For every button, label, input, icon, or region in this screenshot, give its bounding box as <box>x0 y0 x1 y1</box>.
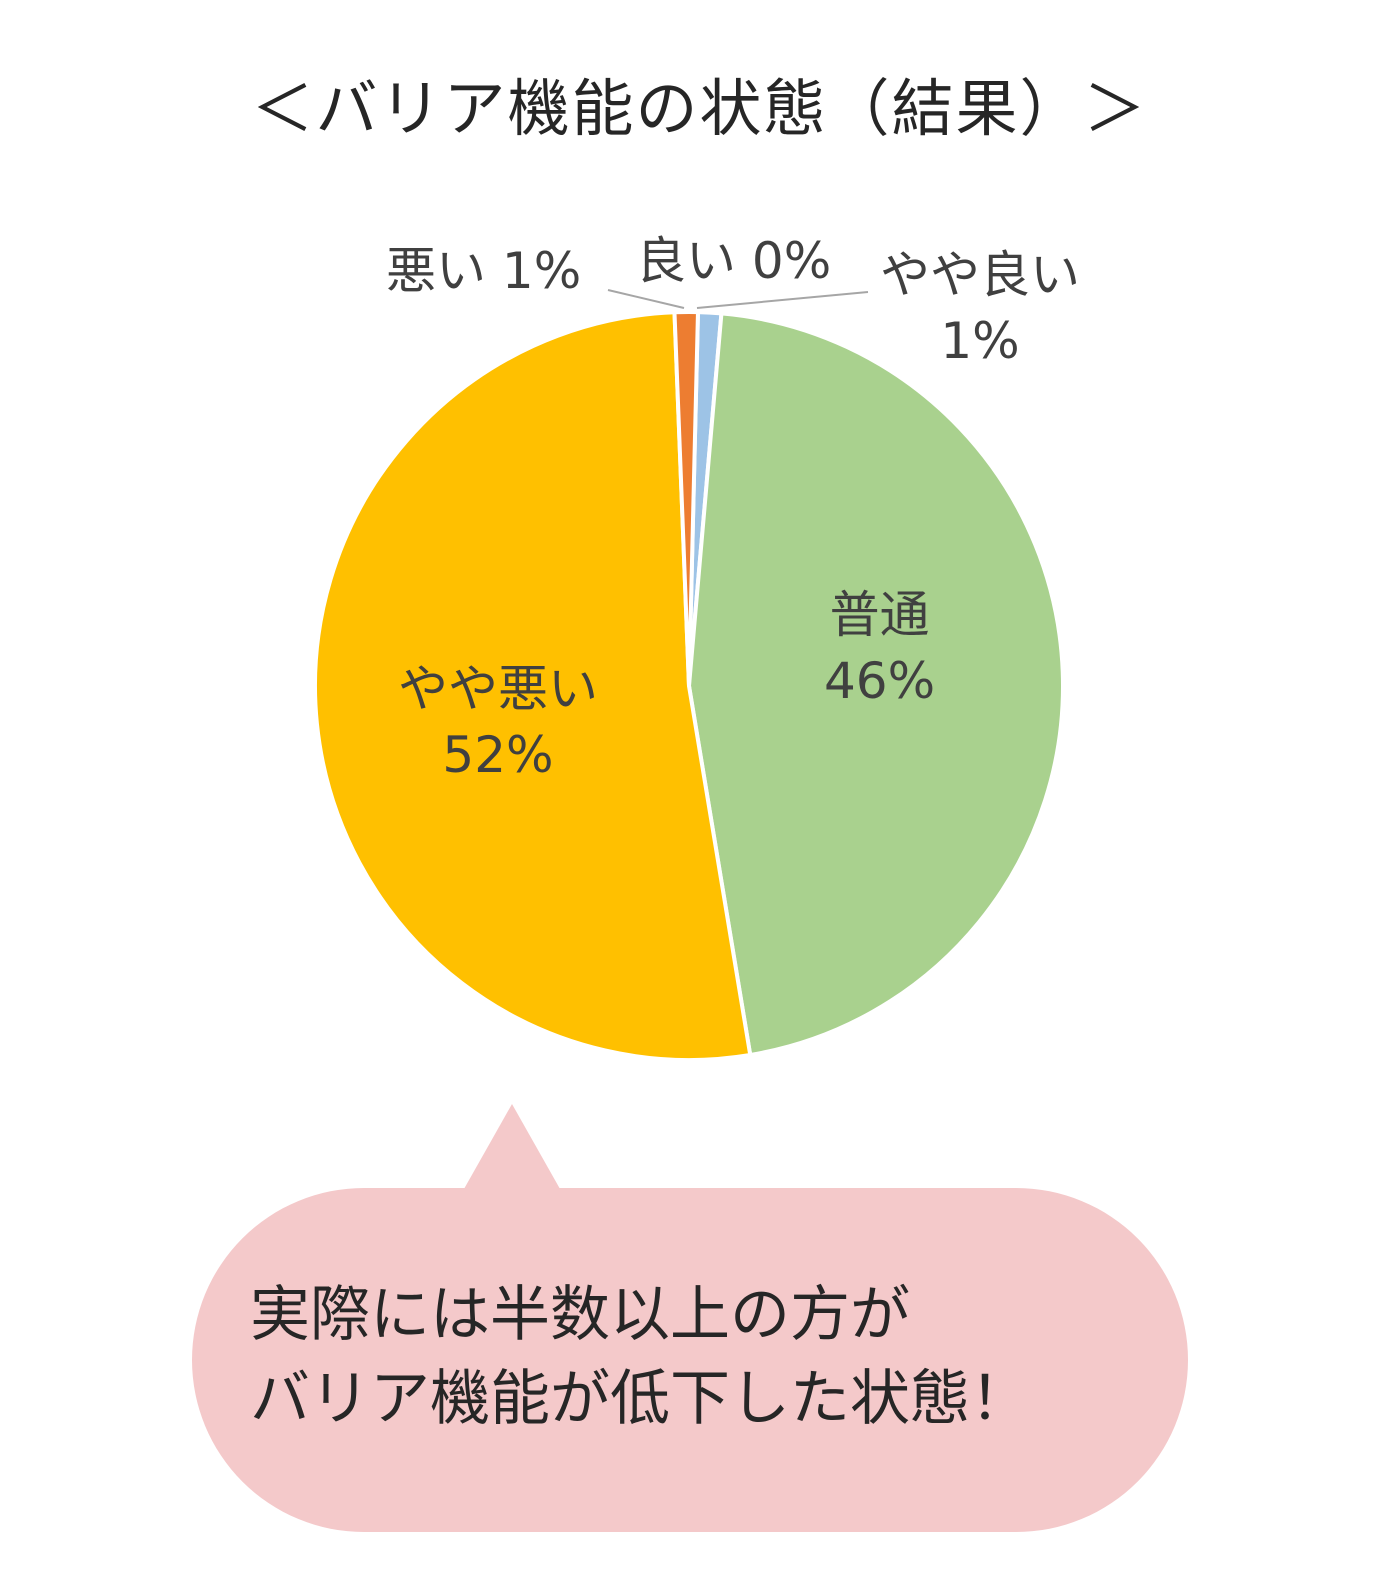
callout-line-1: 実際には半数以上の方が <box>250 1280 910 1350</box>
slice-normal <box>686 311 1065 1058</box>
callout-bubble <box>192 1188 1188 1532</box>
chart-title: ＜バリア機能の状態（結果）＞ <box>251 72 1148 145</box>
slice-label-somewhat-good: やや良い 1% <box>880 246 1080 370</box>
slice-label-somewhat-bad: やや悪い 52% <box>398 660 598 784</box>
callout-line-2: バリア機能が低下した状態！ <box>250 1364 1030 1434</box>
slice-label-bad: 悪い 1% <box>386 242 582 300</box>
slice-label-good: 良い 0% <box>636 232 832 290</box>
slice-label-normal: 普通 46% <box>824 586 936 710</box>
callout-text: 実際には半数以上の方が バリア機能が低下した状態！ <box>250 1273 1030 1441</box>
slice-bad <box>672 310 701 687</box>
slice-somewhat-bad <box>313 310 753 1062</box>
leader-line-good <box>696 291 869 309</box>
leader-line-bad <box>607 289 685 309</box>
